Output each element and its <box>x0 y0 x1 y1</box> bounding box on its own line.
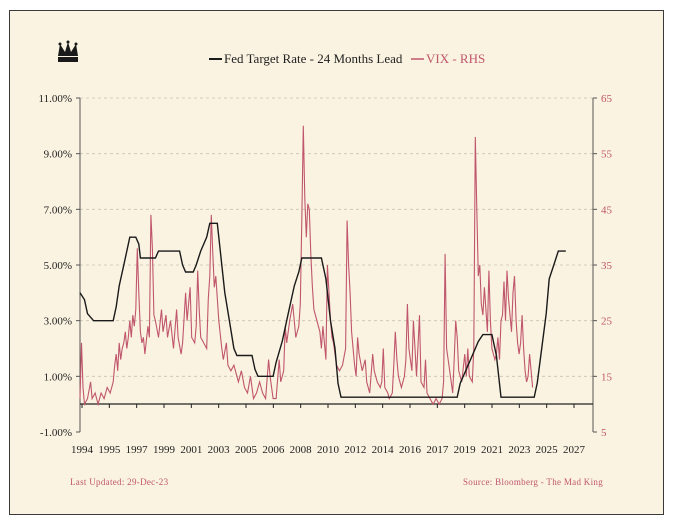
left-tick-label: 5.00% <box>44 260 72 272</box>
x-tick-label: 1997 <box>126 444 149 456</box>
right-tick-label: 25 <box>601 316 613 328</box>
left-tick-label: 11.00% <box>38 93 72 105</box>
x-tick-label: 2010 <box>317 444 340 456</box>
right-tick-label: 45 <box>601 204 613 216</box>
right-tick-label: 65 <box>601 93 613 105</box>
source-label: Source: Bloomberg - The Mad King <box>463 477 603 487</box>
x-tick-label: 1994 <box>71 444 94 456</box>
x-tick-label: 2012 <box>344 444 366 456</box>
left-tick-label: 3.00% <box>44 316 72 328</box>
x-tick-label: 2023 <box>508 444 531 456</box>
right-tick-label: 35 <box>601 260 613 272</box>
x-tick-label: 1999 <box>153 444 176 456</box>
x-tick-label: 1995 <box>98 444 121 456</box>
x-axis-ticks: 1994 1995 1997 1999 2001 2003 2005 2006 2008 2010… <box>71 404 586 456</box>
x-tick-label: 2001 <box>180 444 202 456</box>
x-tick-label: 2014 <box>372 444 395 456</box>
last-updated-label: Last Updated: 29-Dec-23 <box>70 477 169 487</box>
legend: Fed Target Rate - 24 Months Lead VIX - R… <box>209 51 485 66</box>
right-axis-ticks: 65 55 45 35 25 15 5 <box>593 93 613 439</box>
left-tick-label: -1.00% <box>40 427 72 439</box>
right-tick-label: 5 <box>601 427 607 439</box>
right-tick-label: 15 <box>601 371 613 383</box>
x-tick-label: 2006 <box>262 444 285 456</box>
legend-vix-label: VIX - RHS <box>426 51 485 66</box>
x-tick-label: 2005 <box>235 444 258 456</box>
x-tick-label: 2019 <box>454 444 477 456</box>
left-tick-label: 7.00% <box>44 204 72 216</box>
left-axis-ticks: 11.00% 9.00% 7.00% 5.00% 3.00% 1.00% -1.00% <box>38 93 80 439</box>
x-tick-label: 2008 <box>290 444 313 456</box>
legend-fed-label: Fed Target Rate - 24 Months Lead <box>224 51 403 66</box>
left-tick-label: 9.00% <box>44 149 72 161</box>
vix-series-line <box>79 125 534 407</box>
grid <box>80 97 593 377</box>
right-tick-label: 55 <box>601 149 613 161</box>
crown-icon <box>58 40 78 62</box>
x-tick-label: 2025 <box>536 444 559 456</box>
x-tick-label: 2017 <box>426 444 449 456</box>
x-tick-label: 2027 <box>563 444 586 456</box>
x-tick-label: 2003 <box>208 444 231 456</box>
x-tick-label: 2016 <box>399 444 422 456</box>
x-tick-label: 2021 <box>481 444 503 456</box>
fed-series-line <box>79 222 566 398</box>
left-tick-label: 1.00% <box>44 371 72 383</box>
